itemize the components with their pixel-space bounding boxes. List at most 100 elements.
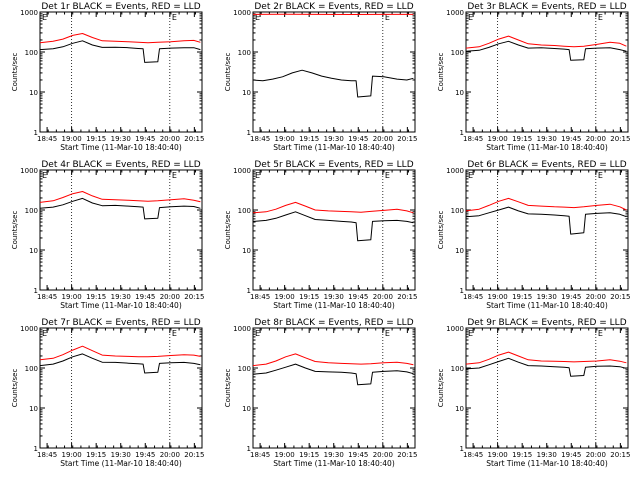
- x-tick-label: 18:45: [463, 135, 483, 143]
- x-tick-label: 20:00: [160, 135, 180, 143]
- y-tick-label: 1000: [446, 167, 464, 175]
- x-tick-label: 19:30: [537, 135, 557, 143]
- x-tick-label: 18:45: [250, 451, 270, 459]
- x-axis-label: Start Time (11-Mar-10 18:40:40): [486, 301, 608, 310]
- x-tick-label: 20:15: [184, 135, 204, 143]
- y-tick-label: 10: [242, 89, 251, 97]
- eclipse-marker-label: E: [385, 13, 390, 22]
- events-series-line: [252, 69, 414, 98]
- lld-series-line: [39, 33, 201, 44]
- x-axis-label: Start Time (11-Mar-10 18:40:40): [60, 301, 182, 310]
- x-tick-label: 20:00: [160, 451, 180, 459]
- x-tick-label: 19:00: [275, 135, 295, 143]
- chart-title: Det 1r BLACK = Events, RED = LLD: [41, 2, 200, 12]
- plot-frame: [252, 11, 416, 133]
- y-tick-label: 100: [238, 207, 251, 215]
- y-tick-label: 1000: [20, 167, 38, 175]
- y-axis-label: Counts/sec: [437, 211, 445, 250]
- plot-frame: [465, 11, 629, 133]
- y-axis-label: Counts/sec: [11, 369, 19, 408]
- y-axis-label: Counts/sec: [224, 211, 232, 250]
- x-tick-label: 18:45: [37, 135, 57, 143]
- y-tick-label: 100: [25, 365, 38, 373]
- x-axis-label: Start Time (11-Mar-10 18:40:40): [486, 143, 608, 152]
- x-tick-label: 19:15: [299, 293, 319, 301]
- lld-series-line: [252, 353, 414, 367]
- y-tick-label: 1000: [20, 9, 38, 17]
- x-axis-label: Start Time (11-Mar-10 18:40:40): [60, 459, 182, 468]
- y-tick-label: 1: [34, 129, 38, 137]
- x-tick-label: 19:45: [135, 135, 155, 143]
- x-tick-label: 19:30: [324, 451, 344, 459]
- y-axis-label: Counts/sec: [224, 53, 232, 92]
- events-series-line: [252, 211, 414, 242]
- x-tick-label: 20:15: [610, 135, 630, 143]
- eclipse-marker-label: E: [468, 329, 473, 338]
- x-tick-label: 20:00: [373, 135, 393, 143]
- events-series-line: [39, 353, 201, 374]
- x-tick-label: 19:00: [488, 293, 508, 301]
- events-series-line: [465, 206, 627, 235]
- chart-title: Det 2r BLACK = Events, RED = LLD: [254, 2, 413, 12]
- x-tick-label: 19:45: [135, 293, 155, 301]
- eclipse-marker-label: E: [255, 13, 260, 22]
- x-tick-label: 20:00: [160, 293, 180, 301]
- lld-series-line: [39, 191, 201, 203]
- x-tick-label: 20:15: [397, 451, 417, 459]
- eclipse-marker-label: E: [598, 13, 603, 22]
- x-tick-label: 18:45: [463, 293, 483, 301]
- x-tick-label: 19:45: [561, 451, 581, 459]
- x-axis-label: Start Time (11-Mar-10 18:40:40): [273, 143, 395, 152]
- chart-panel-4: Det 4r BLACK = Events, RED = LLD 1 10 100 10…: [11, 160, 204, 310]
- x-tick-label: 19:30: [111, 451, 131, 459]
- x-tick-label: 18:45: [463, 451, 483, 459]
- x-tick-label: 19:30: [324, 135, 344, 143]
- y-axis-label: Counts/sec: [11, 211, 19, 250]
- x-tick-label: 19:45: [561, 293, 581, 301]
- plot-frame: [39, 169, 203, 291]
- chart-panel-8: Det 8r BLACK = Events, RED = LLD 1 10 100 10…: [224, 318, 417, 468]
- x-tick-label: 19:30: [537, 451, 557, 459]
- lld-series-line: [465, 197, 627, 212]
- y-axis-label: Counts/sec: [11, 53, 19, 92]
- plot-frame: [39, 327, 203, 449]
- chart-title: Det 8r BLACK = Events, RED = LLD: [254, 318, 413, 328]
- x-tick-label: 19:30: [537, 293, 557, 301]
- y-tick-label: 10: [29, 247, 38, 255]
- y-tick-label: 100: [451, 365, 464, 373]
- x-tick-label: 19:30: [324, 293, 344, 301]
- x-axis-label: Start Time (11-Mar-10 18:40:40): [60, 143, 182, 152]
- y-tick-label: 1: [247, 287, 251, 295]
- y-tick-label: 100: [238, 365, 251, 373]
- eclipse-marker-label: E: [385, 329, 390, 338]
- eclipse-marker-label: E: [468, 13, 473, 22]
- y-axis-label: Counts/sec: [224, 369, 232, 408]
- x-tick-label: 19:30: [111, 135, 131, 143]
- chart-panel-3: Det 3r BLACK = Events, RED = LLD 1 10 100 10…: [437, 2, 630, 152]
- x-tick-label: 19:00: [275, 451, 295, 459]
- y-tick-label: 1000: [446, 325, 464, 333]
- eclipse-marker-label: E: [598, 171, 603, 180]
- x-tick-label: 20:00: [586, 135, 606, 143]
- chart-panel-5: Det 5r BLACK = Events, RED = LLD 1 10 100 10…: [224, 160, 417, 310]
- x-tick-label: 19:00: [488, 451, 508, 459]
- plot-frame: [252, 327, 416, 449]
- y-tick-label: 100: [451, 49, 464, 57]
- eclipse-marker-label: E: [42, 329, 47, 338]
- y-tick-label: 1: [34, 287, 38, 295]
- eclipse-marker-label: E: [598, 329, 603, 338]
- y-tick-label: 10: [29, 405, 38, 413]
- events-series-line: [252, 363, 414, 386]
- events-series-line: [39, 40, 201, 63]
- chart-panel-2: Det 2r BLACK = Events, RED = LLD 1 10 100 10…: [224, 2, 417, 152]
- x-tick-label: 18:45: [250, 135, 270, 143]
- y-axis-label: Counts/sec: [437, 369, 445, 408]
- x-tick-label: 19:45: [348, 451, 368, 459]
- y-axis-label: Counts/sec: [437, 53, 445, 92]
- chart-panel-6: Det 6r BLACK = Events, RED = LLD 1 10 100 10…: [437, 160, 630, 310]
- y-tick-label: 100: [25, 207, 38, 215]
- chart-panel-7: Det 7r BLACK = Events, RED = LLD 1 10 100 10…: [11, 318, 204, 468]
- x-tick-label: 20:00: [373, 293, 393, 301]
- y-tick-label: 1: [460, 287, 464, 295]
